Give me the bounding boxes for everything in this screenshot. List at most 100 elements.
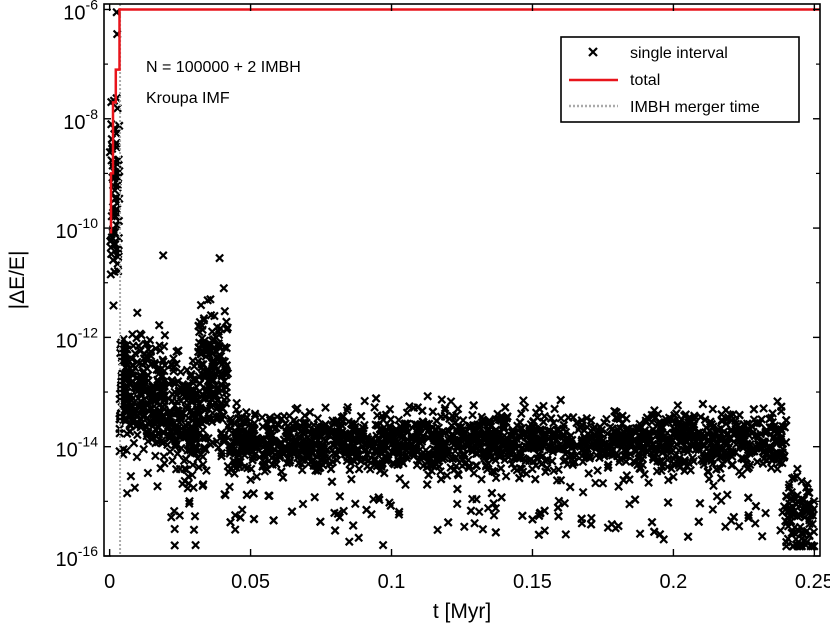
scatter-point-2148 <box>343 402 353 412</box>
scatter-point-3379 <box>490 467 499 477</box>
scatter-point-560 <box>165 411 175 421</box>
scatter-point-3189 <box>371 394 381 403</box>
scatter-point-2333 <box>655 529 665 539</box>
scatter-point-189 <box>143 468 153 478</box>
scatter-point-3388 <box>246 443 256 452</box>
scatter-point-3194 <box>403 427 413 437</box>
scatter-point-3047 <box>648 452 658 462</box>
scatter-point-3257 <box>434 428 444 437</box>
scatter-point-3264 <box>735 410 744 420</box>
scatter-point-3310 <box>634 454 644 463</box>
scatter-point-3293 <box>608 424 618 434</box>
scatter-point-769 <box>205 339 214 349</box>
scatter-point-2539 <box>768 409 777 418</box>
scatter-point-3232 <box>500 403 510 412</box>
scatter-point-2367 <box>360 396 370 406</box>
scatter-point-3100 <box>227 417 236 426</box>
scatter-point-3384 <box>369 442 378 452</box>
scatter-point-3355 <box>438 455 448 464</box>
scatter-point-2855 <box>515 463 525 473</box>
y-tick-label-4: 10-8 <box>63 106 98 134</box>
scatter-point-787 <box>193 405 203 414</box>
scatter-point-586 <box>187 432 197 442</box>
scatter-point-3033 <box>248 455 257 465</box>
scatter-point-3077 <box>746 446 756 456</box>
scatter-point-66 <box>114 155 124 164</box>
scatter-point-3493 <box>805 511 815 520</box>
scatter-point-2871 <box>287 507 297 516</box>
scatter-point-1772 <box>446 397 456 406</box>
scatter-point-3060 <box>780 422 790 432</box>
scatter-point-3074 <box>603 460 613 470</box>
legend: single interval total IMBH merger time <box>560 36 800 123</box>
scatter-point-54 <box>111 193 121 202</box>
scatter-point-727 <box>201 445 211 454</box>
scatter-point-388 <box>142 353 151 362</box>
scatter-point-3064 <box>413 431 423 441</box>
scatter-point-2917 <box>316 517 325 527</box>
scatter-point-2670 <box>250 411 260 421</box>
scatter-point-296 <box>145 335 155 345</box>
scatter-point-306 <box>132 357 142 367</box>
scatter-point-2918 <box>258 450 268 459</box>
scatter-point-3236 <box>237 447 247 457</box>
scatter-point-3245 <box>577 514 586 524</box>
scatter-point-3360 <box>768 443 777 453</box>
scatter-point-904 <box>478 524 488 534</box>
scatter-point-3347 <box>703 467 713 477</box>
scatter-point-3267 <box>375 460 385 470</box>
scatter-point-3464 <box>789 473 799 482</box>
scatter-point-3494 <box>802 526 812 536</box>
scatter-point-3281 <box>456 422 466 432</box>
scatter-point-2166 <box>472 494 481 504</box>
legend-label-merger: IMBH merger time <box>630 99 760 116</box>
scatter-point-768 <box>193 356 203 366</box>
scatter-point-3153 <box>716 445 725 454</box>
scatter-point-3499 <box>793 512 802 521</box>
scatter-point-2960 <box>543 426 553 436</box>
scatter-point-2327 <box>265 415 275 425</box>
scatter-point-3029 <box>225 446 235 456</box>
scatter-point-2638 <box>758 459 768 469</box>
scatter-point-3142 <box>776 402 786 412</box>
scatter-point-532 <box>171 378 181 388</box>
scatter-point-2156 <box>423 391 433 401</box>
scatter-point-369 <box>124 373 133 383</box>
scatter-point-741 <box>209 392 218 401</box>
scatter-point-2735 <box>546 414 556 423</box>
scatter-point-975 <box>379 468 389 478</box>
scatter-point-2909 <box>603 463 613 472</box>
scatter-point-3020 <box>226 517 235 527</box>
scatter-point-704 <box>217 451 226 461</box>
scatter-point-3386 <box>313 461 323 471</box>
scatter-point-3051 <box>402 446 411 456</box>
scatter-point-337 <box>160 458 169 468</box>
scatter-point-2647 <box>669 459 679 468</box>
scatter-point-3363 <box>453 435 463 444</box>
scatter-point-2982 <box>362 505 371 515</box>
scatter-point-2680 <box>706 432 716 442</box>
scatter-point-3086 <box>491 425 501 435</box>
y-tick-label-5: 10-6 <box>63 0 98 24</box>
scatter-point-3313 <box>322 430 332 440</box>
scatter-point-789 <box>198 480 208 489</box>
scatter-point-3312 <box>286 445 296 454</box>
scatter-point-3402 <box>428 460 438 470</box>
scatter-point-2562 <box>300 411 310 420</box>
scatter-point-2994 <box>379 423 389 432</box>
scatter-point-3273 <box>528 515 537 524</box>
scatter-point-2895 <box>496 448 505 458</box>
scatter-point-2379 <box>554 496 564 506</box>
scatter-point-806 <box>202 365 212 374</box>
scatter-point-2660 <box>663 455 673 465</box>
scatter-point-3087 <box>715 452 725 462</box>
scatter-point-2517 <box>708 404 718 414</box>
axes: 0 0.05 0.1 0.15 0.2 0.25 10-16 10-14 10-12 10-10 1… <box>6 0 830 623</box>
scatter-point-3503 <box>215 253 224 263</box>
scatter-point-1853 <box>250 409 260 419</box>
scatter-point-378 <box>135 346 145 356</box>
scatter-point-587 <box>186 388 196 398</box>
scatter-point-1814 <box>257 413 267 422</box>
scatter-point-3357 <box>423 457 433 467</box>
scatter-point-3400 <box>377 440 387 450</box>
